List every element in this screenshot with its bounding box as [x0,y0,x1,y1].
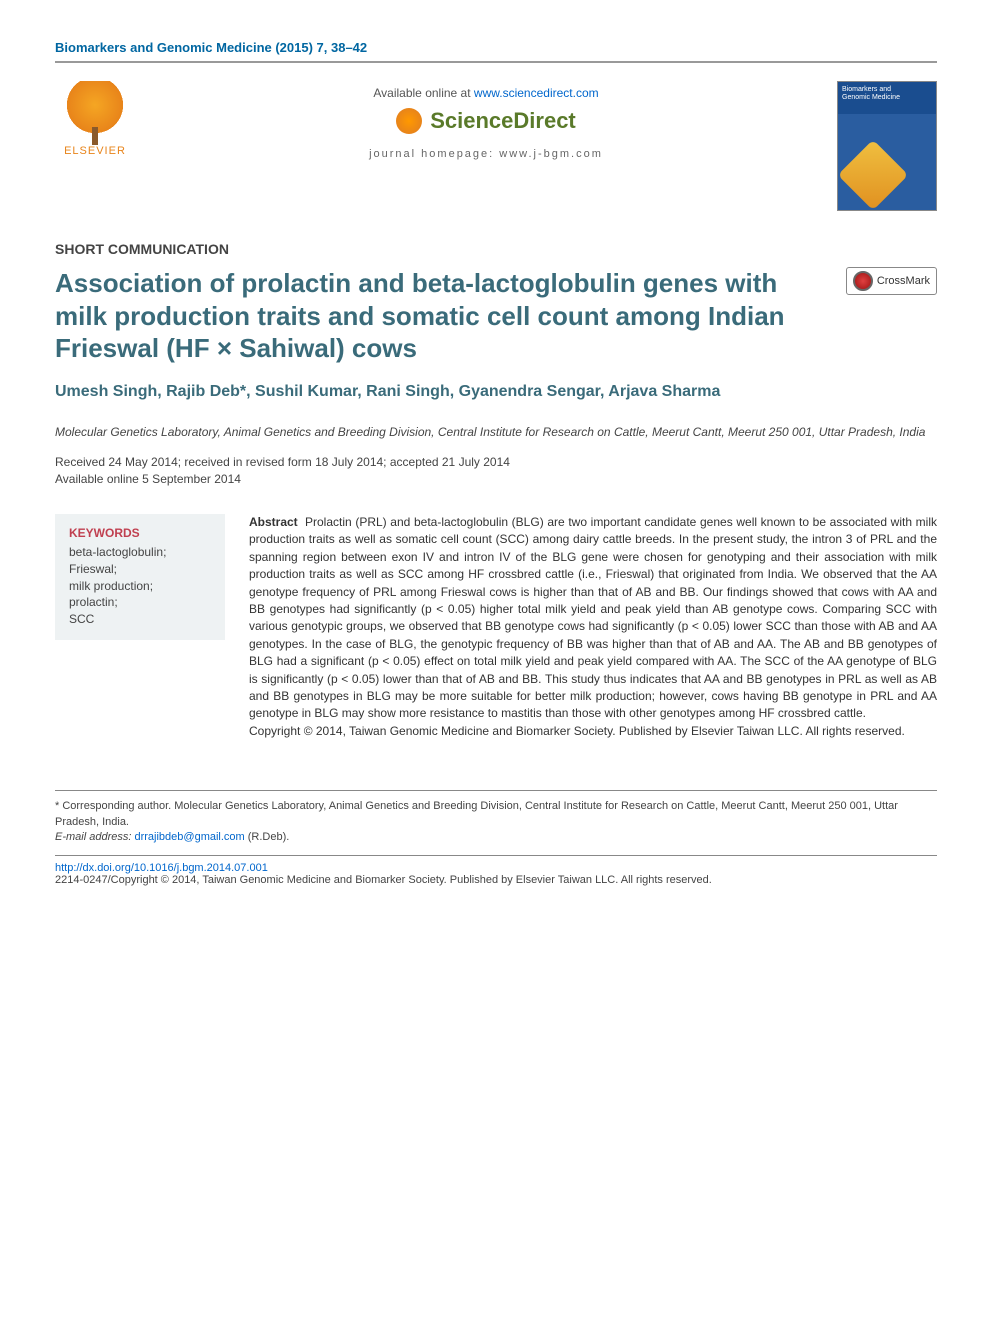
crossmark-label: CrossMark [877,275,930,287]
affiliation: Molecular Genetics Laboratory, Animal Ge… [55,425,937,441]
keyword-item: Frieswal; [69,561,211,578]
email-suffix: (R.Deb). [245,831,290,843]
abstract: Abstract Prolactin (PRL) and beta-lactog… [249,514,937,740]
abstract-lead: Abstract [249,515,298,529]
keyword-item: milk production; [69,578,211,595]
doi-footer: http://dx.doi.org/10.1016/j.bgm.2014.07.… [55,855,937,886]
citation-header: Biomarkers and Genomic Medicine (2015) 7… [55,40,937,63]
header-center: Available online at www.sciencedirect.co… [155,81,817,160]
corresponding-footer: * Corresponding author. Molecular Geneti… [55,790,937,845]
journal-header-row: ELSEVIER Available online at www.science… [55,81,937,211]
abstract-body: Prolactin (PRL) and beta-lactoglobulin (… [249,515,937,720]
email-label: E-mail address: [55,831,134,843]
keyword-item: prolactin; [69,594,211,611]
issn-copyright: 2214-0247/Copyright © 2014, Taiwan Genom… [55,874,712,886]
available-prefix: Available online at [373,86,474,100]
keywords-heading: KEYWORDS [69,526,211,540]
sciencedirect-logo[interactable]: ScienceDirect [155,108,817,134]
cover-title: Biomarkers andGenomic Medicine [838,82,936,105]
cover-graphic-icon [838,140,909,211]
elsevier-logo[interactable]: ELSEVIER [55,81,135,157]
sciencedirect-wordmark: ScienceDirect [430,108,576,134]
available-online: Available online at www.sciencedirect.co… [155,86,817,100]
dates-online: Available online 5 September 2014 [55,472,241,486]
sciencedirect-link[interactable]: www.sciencedirect.com [474,86,599,100]
keyword-item: SCC [69,611,211,628]
keywords-box: KEYWORDS beta-lactoglobulin; Frieswal; m… [55,514,225,640]
keyword-item: beta-lactoglobulin; [69,544,211,561]
crossmark-icon [853,271,873,291]
authors: Umesh Singh, Rajib Deb*, Sushil Kumar, R… [55,381,937,403]
crossmark-button[interactable]: CrossMark [846,267,937,295]
article-dates: Received 24 May 2014; received in revise… [55,454,937,488]
doi-link[interactable]: http://dx.doi.org/10.1016/j.bgm.2014.07.… [55,862,268,874]
elsevier-tree-icon [65,81,125,141]
email-link[interactable]: drrajibdeb@gmail.com [134,831,244,843]
corresponding-author: * Corresponding author. Molecular Geneti… [55,799,937,830]
elsevier-label: ELSEVIER [55,145,135,157]
journal-homepage: journal homepage: www.j-bgm.com [155,148,817,160]
article-title: Association of prolactin and beta-lactog… [55,267,826,365]
sciencedirect-sun-icon [396,108,422,134]
email-line: E-mail address: drrajibdeb@gmail.com (R.… [55,830,937,845]
journal-cover[interactable]: Biomarkers andGenomic Medicine [837,81,937,211]
abstract-copyright: Copyright © 2014, Taiwan Genomic Medicin… [249,724,905,738]
section-type: SHORT COMMUNICATION [55,241,937,257]
dates-received: Received 24 May 2014; received in revise… [55,455,510,469]
